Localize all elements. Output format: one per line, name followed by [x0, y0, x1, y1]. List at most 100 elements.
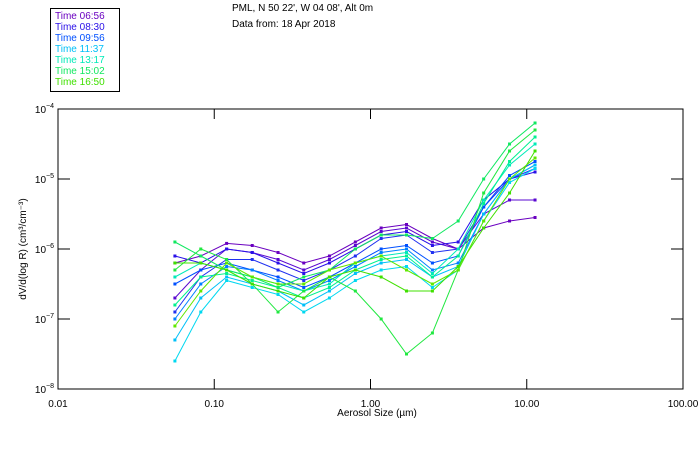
- data-point: [482, 202, 486, 205]
- data-point: [533, 167, 537, 170]
- data-point: [199, 310, 203, 314]
- data-point: [430, 268, 434, 272]
- data-point: [508, 177, 512, 181]
- chart-subtitle: Data from: 18 Apr 2018: [232, 19, 336, 30]
- data-point: [173, 310, 177, 314]
- data-point: [250, 286, 254, 289]
- data-point: [250, 275, 254, 279]
- data-point: [225, 268, 229, 272]
- data-point: [508, 149, 512, 153]
- x-axis-label: Aerosol Size (µm): [337, 408, 417, 419]
- data-point: [173, 338, 177, 342]
- data-point: [405, 352, 409, 356]
- data-point: [173, 296, 177, 300]
- data-point: [353, 265, 357, 268]
- data-point: [430, 275, 434, 279]
- data-point: [250, 244, 254, 247]
- data-point: [456, 254, 460, 258]
- data-point: [405, 230, 409, 233]
- data-point: [456, 219, 460, 223]
- data-point: [533, 170, 537, 174]
- data-point: [276, 293, 280, 296]
- data-point: [430, 251, 434, 254]
- data-point: [508, 174, 512, 177]
- series-time-16-50: [173, 149, 537, 300]
- chart-title: PML, N 50 22', W 04 08', Alt 0m: [232, 3, 374, 14]
- data-point: [327, 286, 331, 289]
- data-point: [405, 244, 409, 247]
- data-point: [379, 254, 383, 258]
- data-point: [482, 226, 486, 230]
- data-point: [456, 240, 460, 244]
- y-tick-label: 10−4: [35, 103, 54, 116]
- data-point: [405, 268, 409, 272]
- data-point: [379, 261, 383, 265]
- data-point: [250, 279, 254, 282]
- data-point: [508, 191, 512, 195]
- series-line: [174, 150, 536, 299]
- data-point: [456, 265, 460, 268]
- legend-entry: Time 15:02: [55, 66, 105, 77]
- x-tick-label: 0.01: [48, 399, 68, 410]
- data-point: [482, 191, 486, 195]
- data-point: [225, 258, 229, 261]
- data-point: [173, 268, 177, 272]
- data-point: [225, 261, 229, 265]
- x-tick-label: 100.00: [668, 399, 699, 410]
- data-point: [379, 275, 383, 279]
- y-tick-exponent: −4: [46, 103, 54, 110]
- data-point: [405, 247, 409, 251]
- y-tick-label: 10−8: [35, 383, 54, 396]
- series-layer: [173, 121, 537, 363]
- data-point: [482, 198, 486, 202]
- series-line: [174, 164, 536, 341]
- data-point: [482, 219, 486, 223]
- data-point: [379, 258, 383, 261]
- data-point: [379, 237, 383, 240]
- data-point: [276, 261, 280, 265]
- y-tick-base: 10: [35, 105, 47, 116]
- x-tick-label: 1.00: [361, 399, 381, 410]
- data-point: [225, 241, 229, 245]
- y-tick-base: 10: [35, 175, 47, 186]
- data-point: [533, 128, 537, 132]
- y-axis-label: dV/d(log R) (cm³/cm⁻³): [18, 198, 29, 299]
- data-point: [353, 289, 357, 293]
- data-point: [199, 254, 203, 258]
- data-point: [302, 286, 306, 289]
- data-point: [430, 289, 434, 293]
- data-point: [199, 296, 203, 300]
- series-time-16-50-b: [173, 156, 537, 328]
- data-point: [199, 261, 203, 265]
- data-point: [199, 247, 203, 251]
- data-point: [405, 226, 409, 230]
- data-point: [173, 275, 177, 279]
- data-point: [250, 282, 254, 286]
- data-point: [327, 296, 331, 300]
- data-point: [173, 317, 177, 321]
- data-point: [533, 135, 537, 139]
- y-tick-base: 10: [35, 315, 47, 326]
- data-point: [225, 265, 229, 268]
- data-point: [225, 275, 229, 279]
- data-point: [430, 261, 434, 265]
- data-point: [353, 261, 357, 265]
- data-point: [533, 198, 537, 202]
- y-tick-label: 10−7: [35, 313, 54, 326]
- data-point: [327, 275, 331, 279]
- legend-entry: Time 08:30: [55, 22, 105, 33]
- data-point: [327, 282, 331, 286]
- y-tick-exponent: −8: [46, 383, 54, 390]
- axes-layer: 0.01 0.10 1.00 10.00 100.0010−410−510−610−71…: [35, 103, 699, 410]
- data-point: [533, 121, 537, 125]
- data-point: [430, 282, 434, 286]
- data-point: [173, 324, 177, 328]
- y-tick-exponent: −5: [46, 173, 54, 180]
- data-point: [276, 251, 280, 254]
- data-point: [199, 275, 203, 279]
- y-tick-exponent: −7: [46, 313, 54, 320]
- data-point: [250, 258, 254, 261]
- data-point: [173, 303, 177, 307]
- y-tick-label: 10−5: [35, 173, 54, 186]
- data-point: [482, 177, 486, 181]
